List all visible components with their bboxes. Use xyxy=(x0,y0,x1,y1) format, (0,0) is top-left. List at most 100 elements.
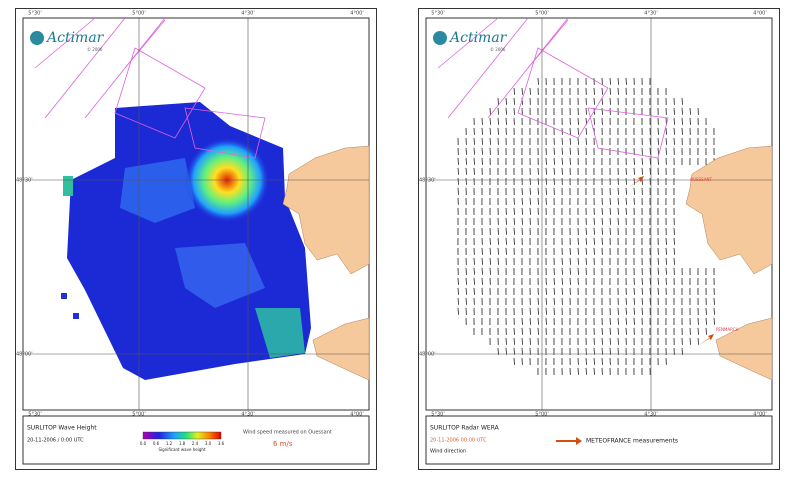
wind-arrow xyxy=(601,227,603,235)
wind-arrow xyxy=(705,327,707,335)
wind-arrow xyxy=(473,137,475,145)
lat-label: 48°30' xyxy=(16,178,33,184)
wind-arrow xyxy=(649,147,651,155)
wind-arrow xyxy=(481,137,483,145)
wind-arrow xyxy=(585,237,587,245)
wind-arrow xyxy=(641,167,643,175)
wind-arrow xyxy=(513,207,515,215)
lon-label: 4°30' xyxy=(241,11,254,17)
colorbar-tick: 0.0 xyxy=(140,441,147,446)
wind-arrow xyxy=(481,127,483,135)
wind-arrow xyxy=(545,307,547,315)
wind-arrow xyxy=(601,107,603,115)
wind-arrow xyxy=(593,367,595,375)
wave-cell xyxy=(73,313,79,319)
wind-arrow xyxy=(569,267,571,275)
wind-arrow xyxy=(489,257,491,265)
wind-arrow xyxy=(577,127,579,135)
wind-arrow xyxy=(489,137,491,145)
lat-label: 48°00' xyxy=(16,352,33,358)
wind-arrow xyxy=(633,187,635,195)
wind-arrow xyxy=(505,217,507,225)
wind-arrow xyxy=(649,287,651,295)
lon-label: 5°00' xyxy=(132,412,145,418)
wind-arrow xyxy=(521,197,523,205)
wind-arrow xyxy=(537,317,539,325)
lon-label: 4°00' xyxy=(350,412,363,418)
lon-label: 4°30' xyxy=(644,412,657,418)
lon-label: 4°00' xyxy=(753,11,766,17)
wind-arrow xyxy=(457,307,459,315)
logo-year: © 2006 xyxy=(87,47,103,52)
wind-arrow xyxy=(465,157,467,165)
wind-arrow xyxy=(473,267,475,275)
wind-arrow xyxy=(681,97,683,105)
wind-arrow xyxy=(497,247,499,255)
panel-date: 20-11-2006 00:00 UTC xyxy=(430,438,487,444)
wind-arrow xyxy=(513,347,515,355)
wind-arrow xyxy=(465,167,467,175)
wind-arrow xyxy=(609,197,611,205)
wind-arrow xyxy=(481,147,483,155)
wind-arrow xyxy=(657,277,659,285)
map-panel: 5°30' 5°30' 5°00' 5°00' 4°30' 4°30' 4°00' 4°00'… xyxy=(15,8,377,470)
wind-arrow xyxy=(625,197,627,205)
wind-arrow xyxy=(665,267,667,275)
wind-arrow xyxy=(585,247,587,255)
wind-arrow xyxy=(673,237,675,245)
lon-label: 5°30' xyxy=(431,412,444,418)
restricted-zone xyxy=(587,107,669,159)
wind-arrow xyxy=(561,267,563,275)
wind-arrow xyxy=(529,207,531,215)
wind-arrow xyxy=(537,307,539,315)
wind-arrow xyxy=(697,337,699,345)
restricted-zone xyxy=(114,47,206,139)
wind-arrow xyxy=(561,287,563,295)
station-label: PENMARCH xyxy=(716,327,739,332)
wind-arrow xyxy=(521,217,523,225)
wind-arrow xyxy=(641,297,643,305)
wind-arrow xyxy=(713,317,715,325)
wind-arrow xyxy=(545,177,547,185)
lon-label: 5°30' xyxy=(28,11,41,17)
land xyxy=(282,145,370,275)
wind-arrow xyxy=(609,77,611,85)
wind-arrow xyxy=(649,267,651,275)
colorbar-tick: 2.4 xyxy=(192,441,199,446)
station-label: OUESSANT xyxy=(690,177,712,182)
wind-arrow xyxy=(617,207,619,215)
wind-arrow xyxy=(593,117,595,125)
wind-arrow xyxy=(457,167,459,175)
wind-arrow xyxy=(641,157,643,165)
wind-arrow xyxy=(609,207,611,215)
wind-arrow xyxy=(617,187,619,195)
map-panel: 5°30' 5°30' 5°00' 5°00' 4°30' 4°30' 4°00' 4°00'… xyxy=(418,8,780,470)
wind-arrow xyxy=(473,277,475,285)
wind-arrow xyxy=(577,267,579,275)
wind-arrow xyxy=(649,157,651,165)
wind-arrow xyxy=(633,297,635,305)
wind-arrow xyxy=(657,137,659,145)
wave-patch xyxy=(175,243,265,308)
logo-text: Actimar xyxy=(448,30,508,46)
wind-arrow xyxy=(593,97,595,105)
wind-arrow xyxy=(697,327,699,335)
wind-arrow xyxy=(513,97,515,105)
wind-arrow xyxy=(497,127,499,135)
logo-year: © 2006 xyxy=(490,47,506,52)
wind-arrow xyxy=(465,287,467,295)
wind-arrow xyxy=(657,267,659,275)
wind-arrow xyxy=(505,107,507,115)
wind-arrow xyxy=(673,257,675,265)
wind-arrow xyxy=(609,217,611,225)
legend-box xyxy=(425,415,773,465)
restricted-zone xyxy=(44,17,126,119)
lat-label: 48°00' xyxy=(419,352,436,358)
wave-patch xyxy=(255,308,305,358)
wind-arrow xyxy=(473,157,475,165)
restricted-zone xyxy=(447,17,529,119)
wind-arrow xyxy=(457,177,459,185)
wind-arrow xyxy=(649,277,651,285)
station-arrow xyxy=(698,334,714,346)
wind-arrow xyxy=(609,337,611,345)
